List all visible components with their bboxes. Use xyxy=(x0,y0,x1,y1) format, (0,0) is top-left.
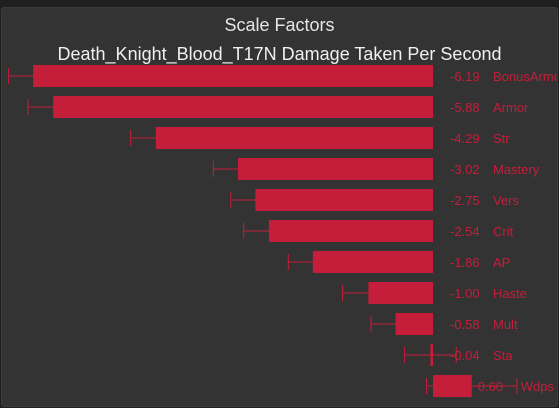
category-label-vers: Vers xyxy=(493,193,520,208)
category-label-wdps: Wdps xyxy=(521,379,555,394)
bar-bonusarmor xyxy=(33,65,433,87)
value-label-sta: -0.04 xyxy=(450,348,480,363)
category-label-mastery: Mastery xyxy=(493,162,540,177)
value-label-ap: -1.86 xyxy=(450,255,480,270)
bar-haste xyxy=(368,282,433,304)
category-label-str: Str xyxy=(493,131,510,146)
chart-subtitle: Death_Knight_Blood_T17N Damage Taken Per… xyxy=(57,44,502,64)
category-label-bonusarmor: BonusArmor xyxy=(493,69,557,84)
value-label-bonusarmor: -6.19 xyxy=(450,69,480,84)
bar-ap xyxy=(312,251,433,273)
value-label-wdps: 0.60 xyxy=(478,379,503,394)
bar-chart: -6.19 BonusArmor -5.88 Armor -4.29 Str -3.02 Ma… xyxy=(8,65,557,397)
category-label-sta: Sta xyxy=(493,348,513,363)
bar-vers xyxy=(255,189,433,211)
category-label-mult: Mult xyxy=(493,317,518,332)
value-label-haste: -1.00 xyxy=(450,286,480,301)
category-label-crit: Crit xyxy=(493,224,514,239)
value-label-str: -4.29 xyxy=(450,131,480,146)
bar-str xyxy=(155,127,433,149)
chart-title: Scale Factors xyxy=(224,15,335,35)
bar-mastery xyxy=(237,158,433,180)
value-label-crit: -2.54 xyxy=(450,224,480,239)
value-label-mult: -0.58 xyxy=(450,317,480,332)
chart-panel: Scale Factors Death_Knight_Blood_T17N Da… xyxy=(1,7,558,407)
value-label-vers: -2.75 xyxy=(450,193,480,208)
value-label-mastery: -3.02 xyxy=(450,162,480,177)
value-label-armor: -5.88 xyxy=(450,100,480,115)
bar-armor xyxy=(53,96,433,118)
category-label-ap: AP xyxy=(493,255,510,270)
bar-crit xyxy=(268,220,433,242)
category-label-haste: Haste xyxy=(493,286,527,301)
category-label-armor: Armor xyxy=(493,100,529,115)
